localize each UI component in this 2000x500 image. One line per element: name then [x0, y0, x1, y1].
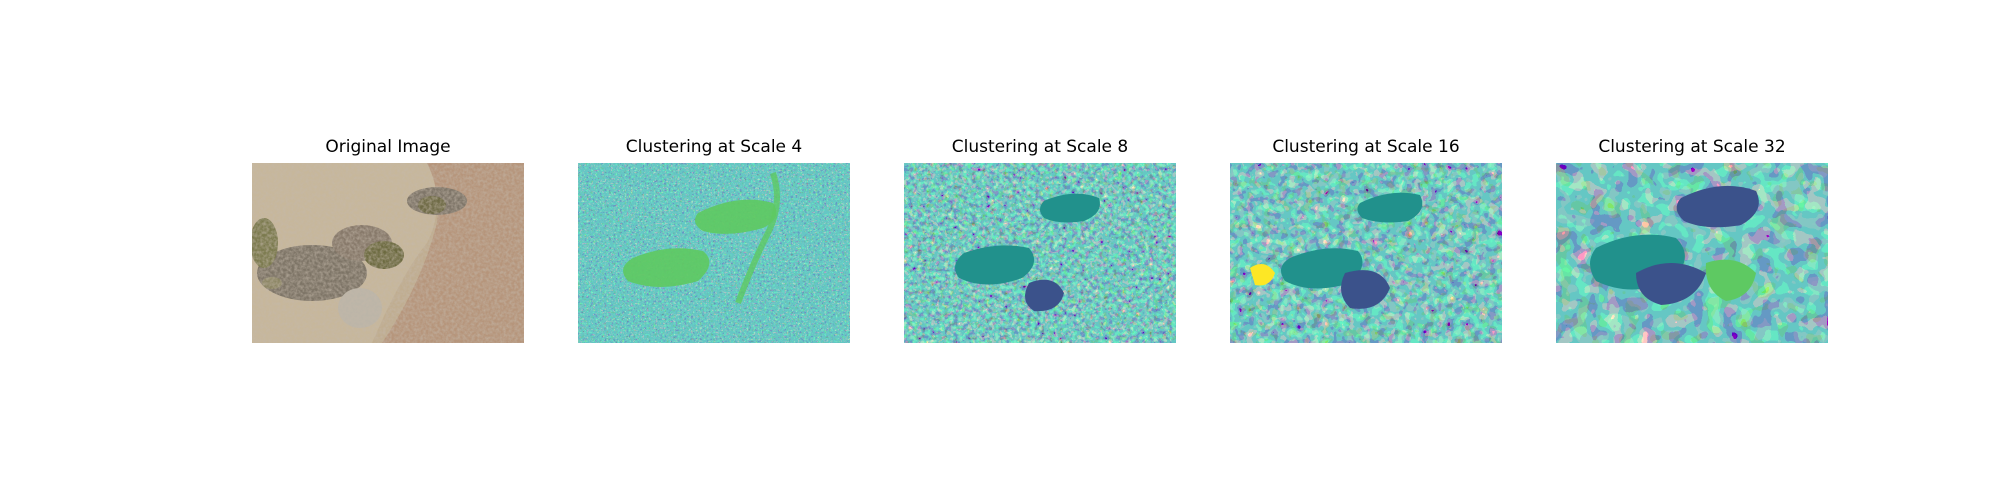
cluster-map-scale-16 — [1230, 163, 1502, 343]
panel-title: Clustering at Scale 4 — [625, 137, 803, 157]
panel-title: Clustering at Scale 16 — [1272, 137, 1460, 157]
cluster-map-scale-4 — [578, 163, 850, 343]
panel-title: Original Image — [325, 137, 451, 157]
cluster-map-scale-32 — [1556, 163, 1828, 343]
cluster-map-scale-8 — [904, 163, 1176, 343]
panel-title: Clustering at Scale 32 — [1598, 137, 1786, 157]
original-photo — [252, 163, 524, 343]
panel-title: Clustering at Scale 8 — [951, 137, 1129, 157]
